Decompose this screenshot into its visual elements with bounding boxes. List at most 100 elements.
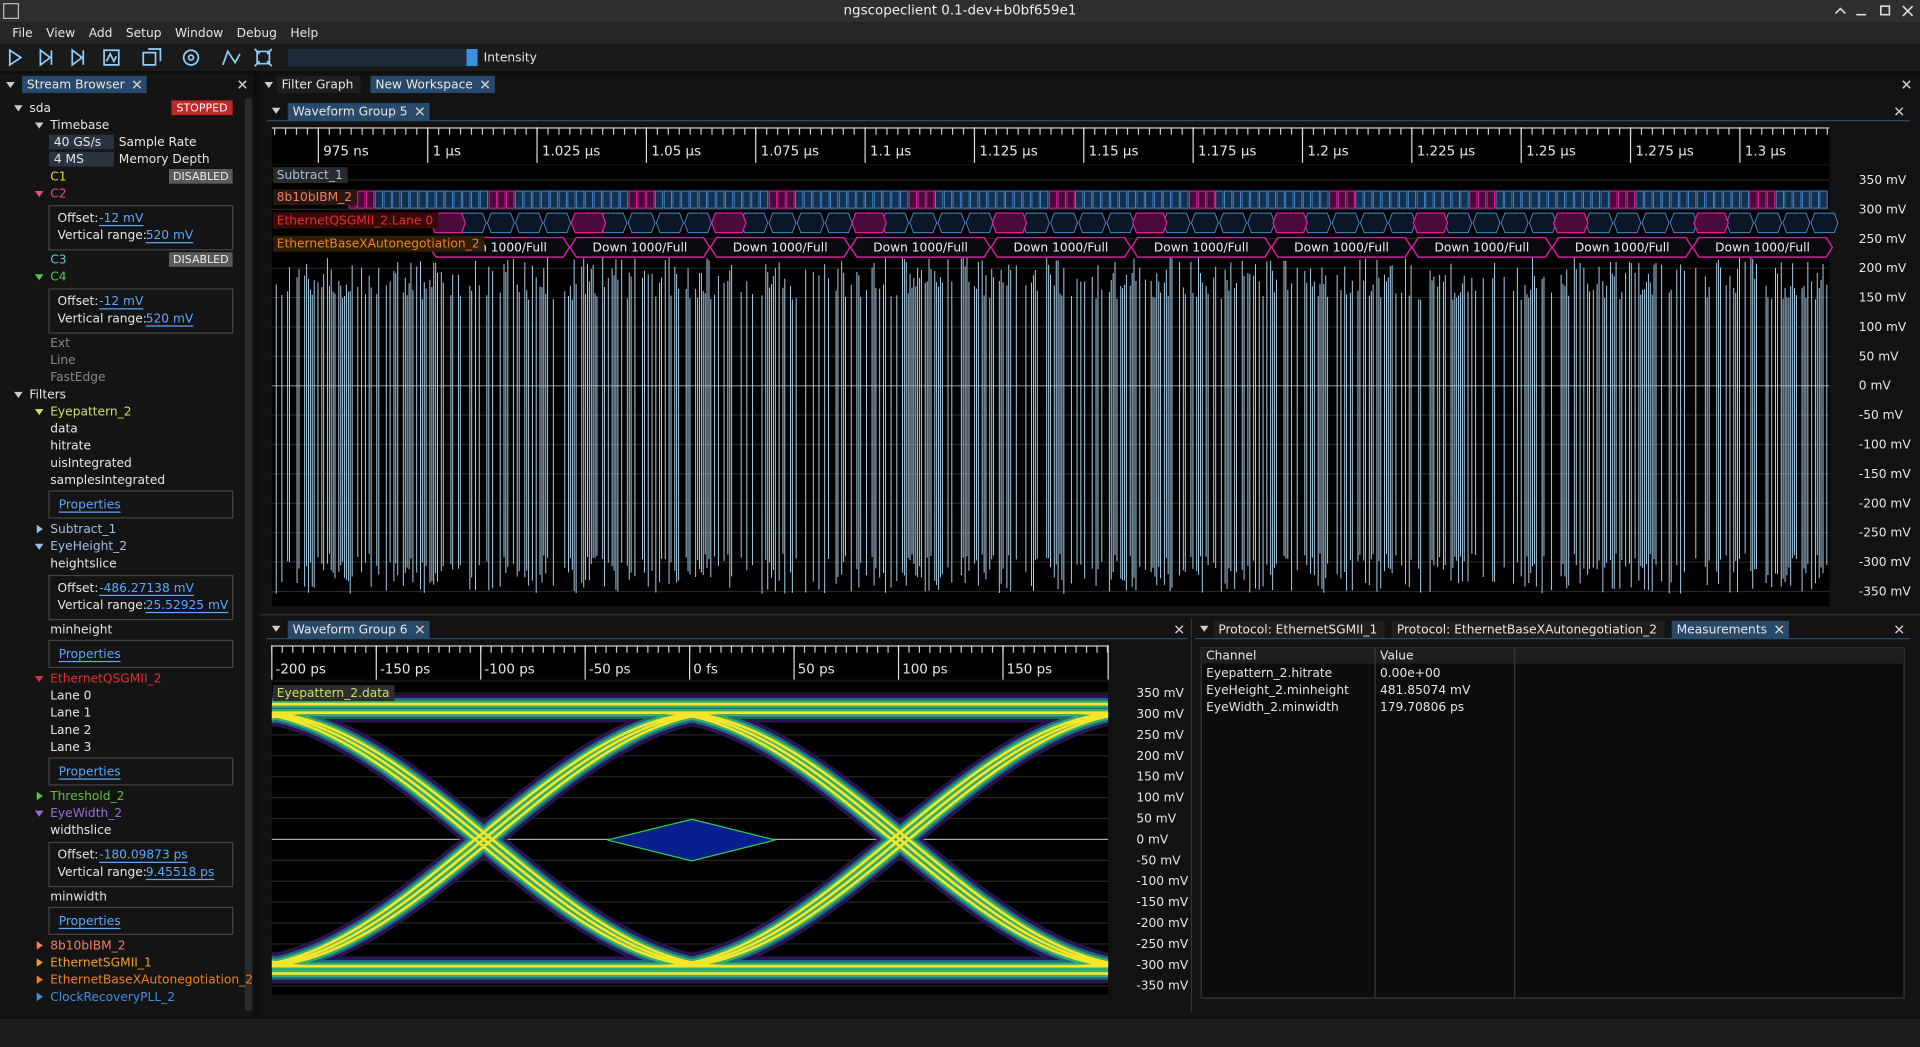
protocol-label: Down 1000/Full [593,240,688,254]
filter-name[interactable]: Eyepattern_2 [50,404,131,418]
param-link[interactable]: -12 mV [99,294,144,308]
close-icon[interactable] [1894,625,1904,634]
filter-name[interactable]: EyeWidth_2 [50,806,122,820]
tab[interactable] [1213,620,1385,638]
toolbar-button[interactable] [222,49,241,66]
expander[interactable] [36,941,43,950]
filter-name[interactable]: EthernetBaseXAutonegotiation_2 [50,973,253,987]
param-link[interactable]: -12 mV [99,211,144,225]
close-icon[interactable] [415,107,425,116]
tab-label[interactable]: Filter Graph [282,77,354,91]
tab[interactable] [1671,620,1790,638]
menu-item[interactable]: Setup [126,26,162,40]
expander[interactable] [36,524,43,534]
tab-label[interactable]: Measurements [1677,622,1767,636]
expander[interactable] [36,975,43,984]
param-link[interactable]: -180.09873 ps [99,848,188,862]
close-icon[interactable] [480,80,490,89]
expander[interactable] [34,409,44,416]
value-field [48,134,114,150]
menu-item[interactable]: Help [290,26,318,40]
panel-menu[interactable] [271,625,281,632]
close-icon[interactable] [415,625,425,634]
panel-menu[interactable] [6,82,15,89]
window-close-button[interactable] [1902,5,1914,17]
expander[interactable] [36,958,43,967]
volt-tick-label: -150 mV [1136,895,1189,909]
status-text: DISABLED [173,170,229,183]
panel-menu[interactable] [271,107,281,114]
toolbar-button[interactable] [254,48,273,67]
tab[interactable] [22,75,147,94]
properties-link[interactable]: Properties [59,914,121,928]
toolbar-button[interactable] [142,48,162,66]
intensity-slider[interactable] [287,48,478,67]
expander[interactable] [34,122,44,129]
param-link[interactable]: 9.45518 ps [146,865,215,879]
tab[interactable] [287,620,430,638]
filter-name[interactable]: ClockRecoveryPLL_2 [50,990,175,1004]
properties-link[interactable]: Properties [59,498,121,512]
channel-label[interactable]: EthernetQSGMII_2.Lane 0 [277,213,433,227]
param-link[interactable]: 520 mV [146,311,194,325]
scrollbar[interactable] [244,97,253,1012]
expander[interactable] [14,105,23,112]
window-shade-button[interactable] [1834,7,1846,15]
close-icon[interactable] [1174,625,1184,634]
toolbar-button[interactable] [39,48,53,67]
close-icon[interactable] [1894,107,1904,116]
stream-name: widthslice [50,823,111,837]
expander[interactable] [14,391,23,398]
param-link[interactable]: -486.27138 mV [99,581,194,595]
param-link[interactable]: 25.52925 mV [146,598,229,612]
param-box [48,841,234,888]
filter-name[interactable]: Subtract_1 [50,522,116,536]
channel-label[interactable]: 8b10bIBM_2 [277,190,352,204]
tab-label[interactable]: Protocol: EthernetBaseXAutonegotiation_2 [1397,622,1657,636]
param-link[interactable]: 520 mV [146,228,194,242]
toolbar-button[interactable] [8,48,23,67]
menu-item[interactable]: Add [89,26,113,40]
expander[interactable] [34,543,44,550]
menu-item[interactable]: View [46,26,75,40]
menu-item[interactable]: File [12,26,32,40]
tab-label[interactable]: Waveform Group 5 [293,104,408,118]
toolbar-button[interactable] [103,49,120,66]
tab[interactable] [276,75,361,94]
close-icon[interactable] [238,80,247,89]
expander[interactable] [36,992,43,1002]
channel-label[interactable]: Eyepattern_2.data [277,686,390,700]
properties-link[interactable]: Properties [59,647,121,661]
tab-label[interactable]: Protocol: EthernetSGMII_1 [1218,622,1377,636]
panel-menu[interactable] [264,82,274,89]
tab-label[interactable]: Stream Browser [27,77,126,91]
window-maximize-button[interactable] [1880,5,1891,16]
expander[interactable] [34,675,44,683]
filter-name[interactable]: EthernetQSGMII_2 [50,671,161,685]
expander[interactable] [36,791,43,801]
properties-link[interactable]: Properties [59,764,121,778]
tab[interactable] [287,102,430,121]
filter-name[interactable]: EyeHeight_2 [50,539,127,553]
close-icon[interactable] [1775,625,1784,634]
filter-name[interactable]: Threshold_2 [49,789,124,803]
filter-name[interactable]: 8b10bIBM_2 [50,938,125,952]
channel-label[interactable]: EthernetBaseXAutonegotiation_2 [277,237,480,251]
expander[interactable] [34,274,44,281]
filter-name[interactable]: EthernetSGMII_1 [50,956,152,970]
time-tick-label: 1.075 µs [761,144,819,159]
toolbar-button[interactable] [71,48,85,67]
tab[interactable] [1391,620,1665,638]
close-icon[interactable] [1902,80,1911,89]
tab[interactable] [370,75,495,94]
panel-menu[interactable] [1200,625,1209,632]
expander[interactable] [34,810,44,817]
close-icon[interactable] [132,80,142,89]
expander[interactable] [34,191,44,198]
menu-item[interactable]: Debug [237,26,277,40]
tab-label[interactable]: New Workspace [375,77,472,91]
toolbar-button[interactable] [182,49,200,66]
menu-item[interactable]: Window [175,26,223,40]
channel-label[interactable]: Subtract_1 [277,168,343,182]
tab-label[interactable]: Waveform Group 6 [293,622,408,636]
